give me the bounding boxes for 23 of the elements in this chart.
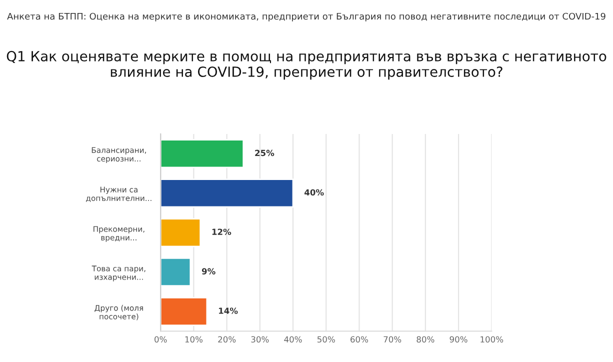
x-tick-label: 30% — [251, 336, 269, 343]
data-label: 12% — [212, 228, 232, 236]
x-tick-label: 90% — [450, 336, 468, 343]
x-tick-label: 80% — [416, 336, 434, 343]
data-label: 40% — [304, 189, 324, 196]
x-tick-label: 10% — [185, 336, 203, 343]
chart-title: Анкета на БТПП: Оценка на мерките в икономиката, предприети от България по повод негативните последици от COVID-19 — [7, 12, 606, 22]
data-label: 9% — [202, 268, 216, 274]
data-label: 25% — [255, 150, 274, 156]
bar — [160, 139, 244, 168]
x-tick-label: 60% — [350, 336, 368, 343]
bar — [160, 218, 202, 248]
bar — [160, 258, 192, 287]
x-tick-label: 20% — [218, 336, 236, 343]
x-tick-label: 100% — [480, 336, 504, 343]
x-tick-label: 50% — [318, 336, 335, 343]
x-tick-label: 0% — [154, 336, 167, 343]
bar — [160, 178, 294, 208]
x-tick-label: 40% — [284, 336, 302, 343]
bar — [160, 296, 208, 326]
chart-subtitle: Q1 Как оценявате мерките в помощ на предприятията във връзка с негативното влияние на COVID-19, преприети от правителството? — [6, 50, 606, 80]
data-label: 14% — [219, 308, 238, 314]
x-tick-label: 70% — [384, 336, 402, 343]
